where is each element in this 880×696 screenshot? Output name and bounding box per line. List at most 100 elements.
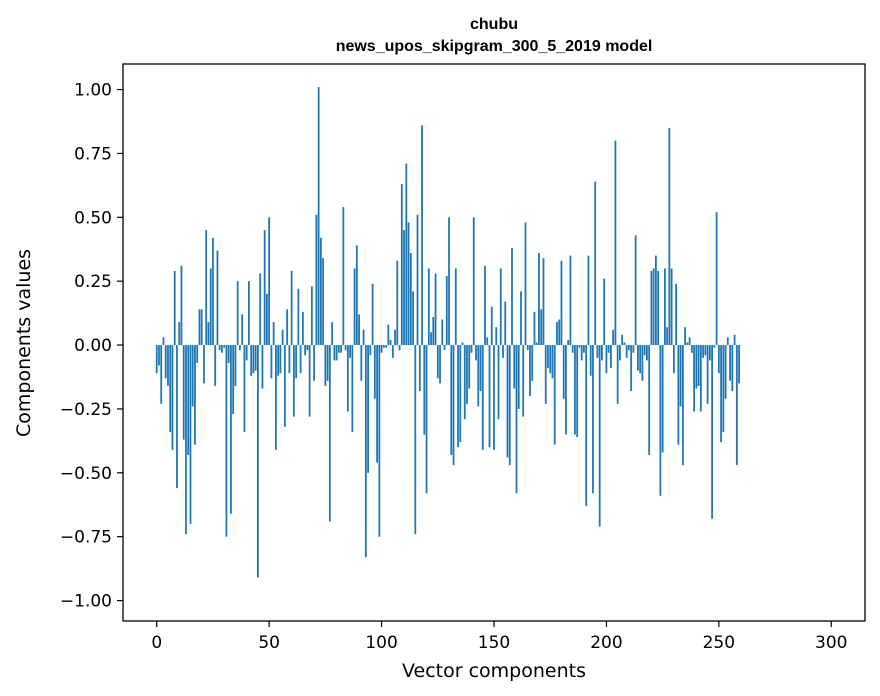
bar [234,345,237,386]
bar [178,322,181,346]
x-axis: 0 50 100 150 200 250 300 [151,621,847,653]
bar [713,345,716,348]
y-tick-label: 0.00 [74,336,112,356]
y-axis: −1.00 −0.75 −0.50 −0.25 0.00 0.25 0.50 0.75 1.00 [60,81,123,612]
plot-frame [122,63,866,622]
bar [735,345,738,466]
bar [405,163,408,346]
bar [466,345,468,404]
bar [738,345,740,384]
bar [275,345,277,450]
bar [666,327,669,346]
bar [439,345,441,384]
bar [459,345,462,443]
bar [362,329,365,346]
bar [382,345,385,348]
bar [216,250,219,346]
bar [245,345,248,361]
bar [621,334,624,346]
bar [596,345,599,358]
bar [605,345,608,374]
bar [504,301,507,346]
bar [632,345,635,353]
bar [292,345,295,417]
bar [475,345,477,361]
bar [490,306,493,346]
y-tick-label: 0.75 [74,144,112,164]
bar [637,345,639,371]
bar [670,268,673,346]
bar [643,345,646,356]
bar [511,247,513,346]
bar [650,270,653,346]
bar [189,345,192,524]
bar [470,345,473,353]
bar [367,345,369,473]
bar [448,217,450,346]
bar [441,319,444,346]
bar [547,345,549,369]
bar [679,345,682,407]
bar [472,217,475,346]
bar [567,339,570,346]
bar [717,345,720,374]
bar [230,345,232,514]
x-tick-label: 100 [365,633,397,653]
y-tick-label: −0.75 [60,528,112,548]
bar [526,345,529,351]
bar [373,345,376,399]
bar [421,125,423,346]
bar [164,345,167,379]
bar [601,345,603,361]
bar [261,345,264,389]
bar [317,87,320,346]
bar [254,345,257,371]
bar [443,345,446,351]
bar [279,345,282,374]
bar [616,345,619,404]
bar [272,322,275,346]
bar [337,345,340,353]
bar [690,345,693,353]
bar [407,222,410,346]
bar [722,345,725,432]
y-tick-label: −0.25 [60,400,112,420]
bar [380,345,383,353]
bar [182,345,185,440]
bar [180,265,183,346]
bar [450,345,453,455]
bar [477,345,480,407]
bar [221,345,223,353]
bar [194,345,196,445]
bar [657,270,660,346]
bar [495,327,498,346]
bar [398,345,401,351]
bar [248,281,250,346]
bar [167,345,169,386]
bar [589,345,592,376]
bar-series [155,87,740,578]
bar [571,345,574,353]
bar [634,235,637,346]
bar [544,345,547,404]
bar [538,253,540,346]
bar [693,345,696,412]
bar [225,345,228,537]
bar [324,345,327,386]
bar [733,334,736,346]
bar [281,329,284,346]
bar [731,345,734,392]
bar [529,345,531,397]
bar [672,345,675,374]
bar [668,127,671,346]
bar [524,222,527,346]
bar [266,293,268,346]
bar [612,329,615,346]
chart-title: chubu [470,16,518,33]
bar [481,345,484,450]
bar [560,260,563,346]
bar [308,345,311,417]
bar [542,258,545,346]
bar [663,268,666,346]
bar [704,345,707,356]
